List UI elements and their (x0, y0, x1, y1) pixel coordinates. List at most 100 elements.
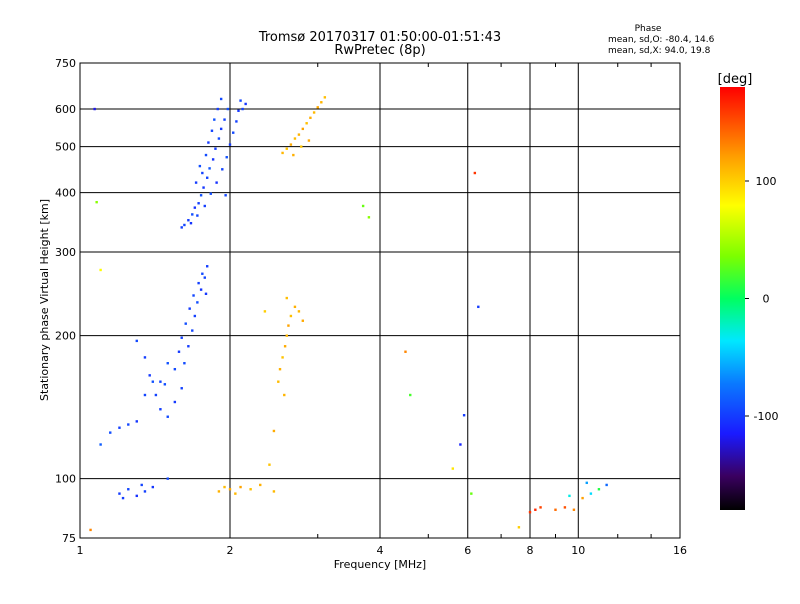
data-point (293, 137, 297, 140)
y-tick-label: 200 (55, 330, 76, 343)
data-point (228, 143, 232, 146)
chart-subtitle: RwPretec (8p) (334, 43, 425, 58)
x-tick-label: 8 (527, 544, 534, 557)
data-point (462, 414, 466, 417)
data-point (534, 508, 537, 511)
data-point (151, 380, 155, 383)
x-axis-label: Frequency [MHz] (334, 558, 426, 571)
data-points (89, 96, 608, 532)
data-point (223, 118, 226, 121)
plot-frame (79, 62, 681, 539)
x-tick-label: 4 (377, 544, 384, 557)
data-point (224, 194, 227, 197)
data-point (191, 213, 194, 216)
data-point (184, 322, 187, 325)
data-point (187, 219, 190, 222)
data-point (283, 393, 286, 397)
y-tick-label: 100 (55, 473, 76, 486)
data-point (239, 485, 242, 489)
data-point (272, 429, 276, 433)
data-point (312, 111, 316, 114)
data-point (320, 101, 323, 104)
data-point (159, 380, 162, 383)
data-point (554, 508, 557, 511)
data-point (173, 367, 177, 371)
data-point (589, 492, 593, 495)
data-point (289, 143, 293, 146)
data-point (268, 463, 271, 466)
y-tick-label: 500 (55, 141, 76, 154)
data-point (477, 305, 480, 309)
data-point (109, 431, 112, 434)
data-point (198, 164, 202, 168)
data-point (121, 496, 125, 500)
data-point (249, 488, 252, 491)
data-point (166, 415, 169, 418)
data-point (404, 350, 407, 353)
data-point (192, 294, 195, 297)
data-point (221, 168, 224, 171)
data-point (219, 97, 223, 101)
data-point (199, 288, 203, 291)
data-point (451, 467, 455, 470)
data-point (219, 127, 223, 131)
data-point (118, 492, 121, 495)
colorbar-label: [deg] (718, 72, 753, 87)
y-axis-label: Stationary phase Virtual Height [km] (38, 199, 51, 401)
data-point (528, 510, 532, 514)
data-point (216, 107, 219, 111)
data-point (196, 301, 199, 304)
data-point (197, 202, 200, 205)
data-point (166, 477, 169, 480)
data-point (297, 133, 301, 136)
colorbar (720, 87, 745, 510)
x-tick-label: 1 (77, 544, 84, 557)
data-point (292, 153, 295, 157)
data-point (300, 145, 303, 148)
data-point (205, 265, 209, 268)
data-point (208, 167, 211, 170)
data-point (305, 122, 308, 125)
y-tick-label: 75 (62, 532, 76, 545)
data-point (470, 492, 473, 495)
x-tick-label: 10 (571, 544, 585, 557)
data-point (473, 171, 477, 175)
data-point (204, 153, 208, 157)
data-point (166, 362, 169, 365)
data-point (183, 223, 186, 227)
data-point (361, 204, 365, 208)
data-point (232, 131, 235, 134)
data-point (278, 367, 282, 371)
data-point (148, 374, 151, 377)
data-point (239, 99, 242, 102)
data-point (323, 96, 327, 99)
data-point (213, 118, 216, 121)
data-point (283, 345, 287, 348)
x-tick-label: 6 (464, 544, 471, 557)
data-point (201, 272, 204, 275)
data-point (193, 314, 197, 318)
data-point (281, 356, 284, 359)
data-point (135, 339, 138, 343)
data-point (316, 106, 319, 109)
data-point (235, 120, 238, 123)
data-point (99, 268, 102, 272)
data-point (585, 481, 588, 485)
data-point (209, 192, 212, 195)
data-point (223, 485, 226, 489)
data-point (203, 204, 206, 208)
data-point (301, 127, 305, 131)
data-point (241, 107, 244, 111)
data-point (127, 423, 130, 426)
data-point (605, 483, 608, 487)
data-point (259, 483, 262, 487)
data-point (211, 158, 215, 161)
data-point (127, 488, 130, 491)
data-point (285, 147, 288, 150)
data-point (180, 226, 183, 229)
x-tick-label: 16 (673, 544, 687, 557)
data-point (409, 393, 412, 397)
data-point (191, 329, 194, 332)
data-point (189, 221, 193, 225)
